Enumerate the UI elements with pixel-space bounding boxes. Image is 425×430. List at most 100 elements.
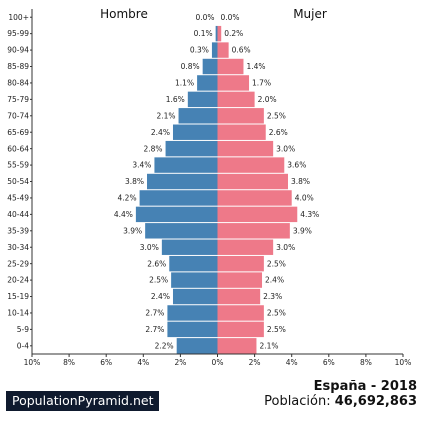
male-value-label: 3.8% xyxy=(125,177,144,186)
population-value: 46,692,863 xyxy=(334,394,417,409)
female-value-label: 3.6% xyxy=(287,161,306,170)
age-group-label: 85-89 xyxy=(7,62,29,71)
male-bar xyxy=(139,190,218,206)
male-bar xyxy=(171,272,218,288)
female-bar xyxy=(217,108,264,124)
chart-title: España - 2018 xyxy=(313,379,417,394)
male-bar xyxy=(165,140,218,157)
labels-group: 100+ 0.0% 0.0% 95-99 0.1% 0.2% 90-94 0.3% 0.6% 85… xyxy=(7,13,319,351)
female-bar xyxy=(217,58,244,75)
bars-group xyxy=(135,25,298,354)
x-tick-label: 4% xyxy=(137,358,149,367)
age-group-label: 15-19 xyxy=(7,292,29,301)
female-value-label: 3.0% xyxy=(276,243,295,252)
male-value-label: 3.0% xyxy=(140,243,159,252)
female-value-label: 4.0% xyxy=(295,194,314,203)
male-bar xyxy=(202,58,218,75)
age-group-label: 65-69 xyxy=(7,128,29,137)
age-group-label: 95-99 xyxy=(7,29,29,38)
female-bar xyxy=(217,223,290,239)
female-value-label: 2.5% xyxy=(267,259,286,268)
x-axis: 10% 8% 6% 4% 2% 0% 2% 4% 6% 8% 10% xyxy=(24,9,412,367)
x-tick-label: 10% xyxy=(395,358,412,367)
female-value-label: 2.3% xyxy=(263,292,282,301)
age-group-label: 25-29 xyxy=(7,259,29,268)
age-group-label: 50-54 xyxy=(7,177,29,186)
female-value-label: 0.2% xyxy=(224,29,243,38)
female-bar xyxy=(217,321,264,338)
x-tick-label: 2% xyxy=(174,358,186,367)
population-label: Población: xyxy=(264,394,331,409)
male-bar xyxy=(135,206,218,223)
male-value-label: 2.6% xyxy=(147,259,166,268)
male-bar xyxy=(197,75,218,91)
female-value-label: 2.4% xyxy=(265,276,284,285)
male-value-label: 2.1% xyxy=(156,111,175,120)
male-value-label: 2.7% xyxy=(145,325,164,334)
female-value-label: 1.7% xyxy=(252,79,271,88)
male-bar xyxy=(215,25,218,42)
male-value-label: 2.8% xyxy=(143,144,162,153)
male-value-label: 3.9% xyxy=(123,226,142,235)
age-group-label: 75-79 xyxy=(7,95,29,104)
female-value-label: 2.5% xyxy=(267,309,286,318)
female-bar xyxy=(217,255,264,272)
male-value-label: 4.4% xyxy=(114,210,133,219)
male-bar xyxy=(178,108,218,124)
male-bar xyxy=(167,321,218,338)
female-value-label: 0.6% xyxy=(232,46,251,55)
female-value-label: 3.8% xyxy=(291,177,310,186)
age-group-label: 90-94 xyxy=(7,46,29,55)
female-bar xyxy=(217,140,274,157)
male-value-label: 0.1% xyxy=(194,29,213,38)
male-value-label: 2.4% xyxy=(151,292,170,301)
male-bar xyxy=(169,255,218,272)
female-value-label: 2.6% xyxy=(269,128,288,137)
population-pyramid-chart: Hombre Mujer 100+ 0.0% 0.0% 95-99 0.1% 0.2% 90… xyxy=(7,7,412,367)
male-bar xyxy=(176,338,218,354)
female-value-label: 3.0% xyxy=(276,144,295,153)
male-bar xyxy=(167,305,218,321)
male-bar xyxy=(147,173,218,190)
female-series-label: Mujer xyxy=(293,7,327,21)
male-value-label: 2.2% xyxy=(155,341,174,350)
male-bar xyxy=(187,91,218,108)
male-bar xyxy=(172,124,218,140)
x-tick-label: 2% xyxy=(249,358,261,367)
site-badge[interactable]: PopulationPyramid.net xyxy=(6,391,160,411)
female-bar xyxy=(217,124,266,140)
female-bar xyxy=(217,288,261,305)
male-value-label: 0.0% xyxy=(195,13,214,22)
age-group-label: 5-9 xyxy=(17,325,29,334)
x-tick-label: 0% xyxy=(212,358,224,367)
male-bar xyxy=(145,223,218,239)
age-group-label: 70-74 xyxy=(7,111,29,120)
age-group-label: 0-4 xyxy=(17,341,29,350)
age-group-label: 80-84 xyxy=(7,79,29,88)
female-bar xyxy=(217,173,288,190)
female-bar xyxy=(217,305,264,321)
female-bar xyxy=(217,75,250,91)
male-value-label: 3.4% xyxy=(132,161,151,170)
x-tick-label: 6% xyxy=(323,358,335,367)
male-value-label: 4.2% xyxy=(118,194,137,203)
male-bar xyxy=(172,288,218,305)
male-value-label: 0.3% xyxy=(190,46,209,55)
female-bar xyxy=(217,25,222,42)
population-line: Población: 46,692,863 xyxy=(264,394,417,409)
male-series-label: Hombre xyxy=(100,7,148,21)
male-bar xyxy=(154,157,218,173)
x-tick-label: 4% xyxy=(286,358,298,367)
male-value-label: 1.6% xyxy=(166,95,185,104)
x-tick-label: 6% xyxy=(100,358,112,367)
x-tick-label: 8% xyxy=(360,358,372,367)
age-group-label: 20-24 xyxy=(7,276,29,285)
female-value-label: 2.5% xyxy=(267,325,286,334)
male-bar xyxy=(161,239,218,255)
female-value-label: 2.1% xyxy=(259,341,278,350)
age-group-label: 10-14 xyxy=(7,309,29,318)
female-value-label: 1.4% xyxy=(246,62,265,71)
female-value-label: 3.9% xyxy=(293,226,312,235)
age-group-label: 60-64 xyxy=(7,144,29,153)
female-value-label: 2.5% xyxy=(267,111,286,120)
